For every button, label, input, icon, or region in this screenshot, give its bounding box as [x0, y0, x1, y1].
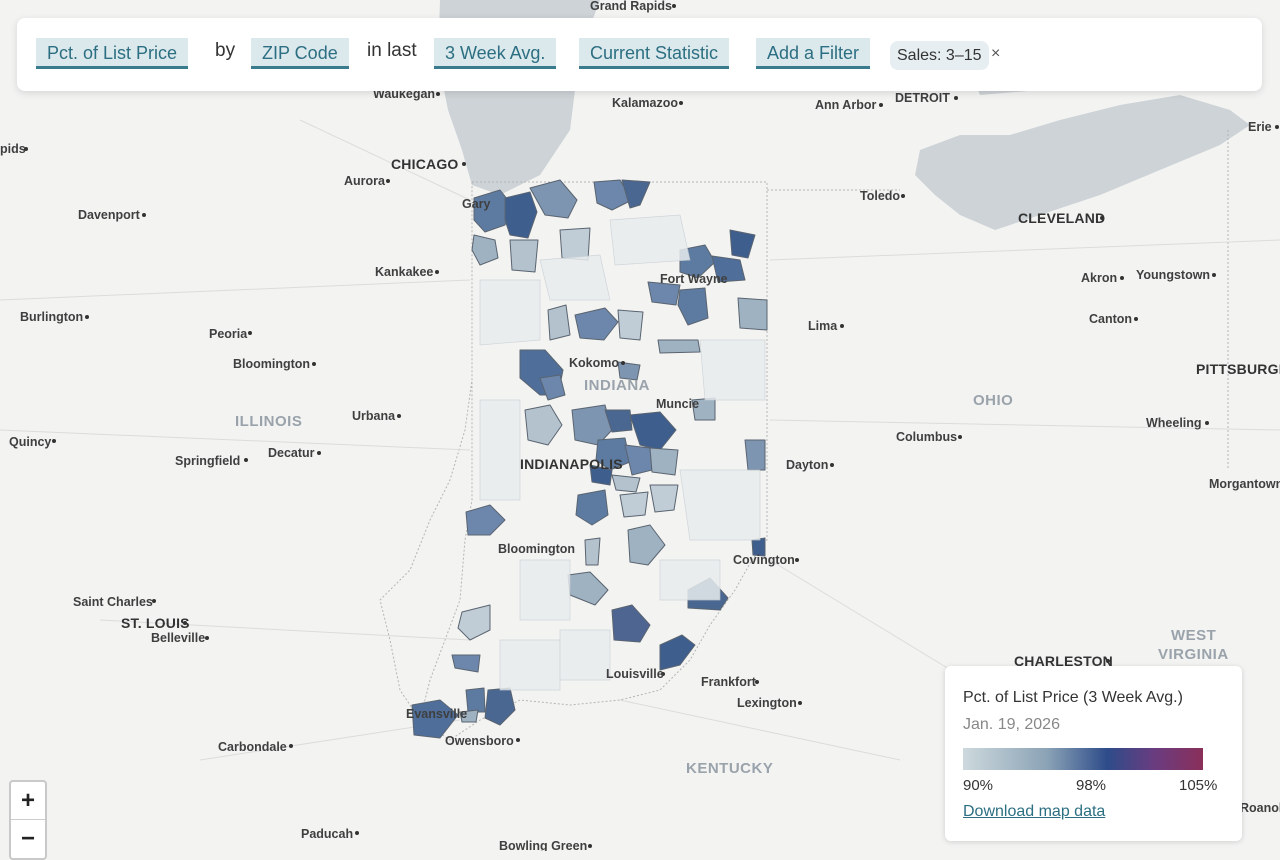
city-urbana: Urbana: [352, 409, 396, 423]
zoom-in-button[interactable]: +: [20, 787, 35, 814]
city-chicago: CHICAGO: [391, 156, 459, 172]
remove-filter-icon[interactable]: ×: [991, 45, 1001, 62]
lake-erie: [915, 95, 1250, 230]
city-frankfort: Frankfort: [701, 675, 757, 689]
add-filter-button[interactable]: Add a Filter: [756, 38, 871, 69]
city-erie: Erie: [1248, 120, 1272, 134]
city-charleston: CHARLESTON: [1014, 653, 1113, 669]
region-ohio: OHIO: [973, 392, 1013, 409]
period-selector[interactable]: 3 Week Avg.: [434, 38, 557, 69]
city-dayton: Dayton: [786, 458, 828, 472]
city-canton: Canton: [1089, 312, 1132, 326]
active-filter-chip[interactable]: Sales: 3–15: [890, 41, 989, 70]
city-lexington: Lexington: [737, 696, 797, 710]
city-owensboro: Owensboro: [445, 734, 514, 748]
city-lima: Lima: [808, 319, 838, 333]
city-covington: Covington: [733, 553, 795, 567]
city-bowling-green: Bowling Green: [499, 839, 587, 851]
city-wheeling: Wheeling: [1146, 416, 1202, 430]
city-saint-charles: Saint Charles: [73, 595, 153, 609]
city-springfield: Springfield: [175, 454, 240, 468]
city-youngstown: Youngstown: [1136, 268, 1210, 282]
city-davenport: Davenport: [78, 208, 141, 222]
legend-color-scale: [963, 748, 1203, 770]
city-burlington: Burlington: [20, 310, 83, 324]
legend-title: Pct. of List Price (3 Week Avg.): [963, 689, 1183, 706]
city-grand-rapids: Grand Rapids: [590, 0, 672, 13]
region-west: WEST: [1171, 627, 1216, 644]
city-evansville: Evansville: [406, 707, 467, 721]
zoom-out-button[interactable]: −: [11, 819, 45, 857]
ohio-border: [767, 130, 1229, 470]
region-virginia: VIRGINIA: [1158, 646, 1229, 663]
city-quincy: Quincy: [9, 435, 51, 449]
region-illinois: ILLINOIS: [235, 413, 302, 430]
legend-max-label: 105%: [1179, 777, 1218, 794]
city-belleville: Belleville: [151, 631, 205, 645]
city-carbondale: Carbondale: [218, 740, 287, 754]
legend-mid-label: 98%: [1076, 777, 1107, 794]
legend-date: Jan. 19, 2026: [963, 716, 1060, 733]
city-peoria: Peoria: [209, 327, 248, 341]
region-indiana: INDIANA: [584, 377, 650, 394]
statistic-selector[interactable]: Current Statistic: [579, 38, 730, 69]
city-kankakee: Kankakee: [375, 265, 433, 279]
city-gary: Gary: [462, 197, 491, 211]
city-akron: Akron: [1081, 271, 1117, 285]
city-roanoke: Roanok: [1240, 801, 1280, 815]
city-pittsburgh: PITTSBURGH: [1196, 361, 1280, 377]
city-decatur: Decatur: [268, 446, 315, 460]
by-label: by: [215, 40, 236, 61]
city-cleveland: CLEVELAND: [1018, 210, 1105, 226]
zoom-control: + −: [9, 780, 47, 860]
region-kentucky: KENTUCKY: [686, 760, 773, 777]
illinois-border: [379, 379, 473, 721]
city-st-louis: ST. LOUIS: [121, 615, 190, 631]
city-bloomington-il: Bloomington: [233, 357, 310, 371]
city-detroit: DETROIT: [895, 91, 950, 105]
city-rapids: pids: [0, 142, 26, 156]
city-ann-arbor: Ann Arbor: [815, 98, 876, 112]
city-morgantown: Morgantown: [1209, 477, 1280, 491]
legend-min-label: 90%: [963, 777, 994, 794]
map-legend: Pct. of List Price (3 Week Avg.) Jan. 19…: [945, 666, 1242, 841]
filter-bar: Pct. of List Price by ZIP Code in last 3…: [17, 18, 1262, 91]
city-indianapolis: INDIANAPOLIS: [520, 456, 623, 472]
city-louisville: Louisville: [606, 667, 664, 681]
city-muncie: Muncie: [656, 397, 699, 411]
city-aurora: Aurora: [344, 174, 386, 188]
geography-selector[interactable]: ZIP Code: [251, 38, 349, 69]
city-kalamazoo: Kalamazoo: [612, 96, 678, 110]
metric-selector[interactable]: Pct. of List Price: [36, 38, 189, 69]
city-paducah: Paducah: [301, 827, 353, 841]
in-last-label: in last: [367, 40, 417, 61]
city-bloomington-in: Bloomington: [498, 542, 575, 556]
city-kokomo: Kokomo: [569, 356, 619, 370]
city-fort-wayne: Fort Wayne: [660, 272, 728, 286]
indiana-border: [419, 181, 768, 741]
city-columbus: Columbus: [896, 430, 957, 444]
download-map-data-link[interactable]: Download map data: [963, 803, 1106, 820]
city-toledo: Toledo: [860, 189, 900, 203]
